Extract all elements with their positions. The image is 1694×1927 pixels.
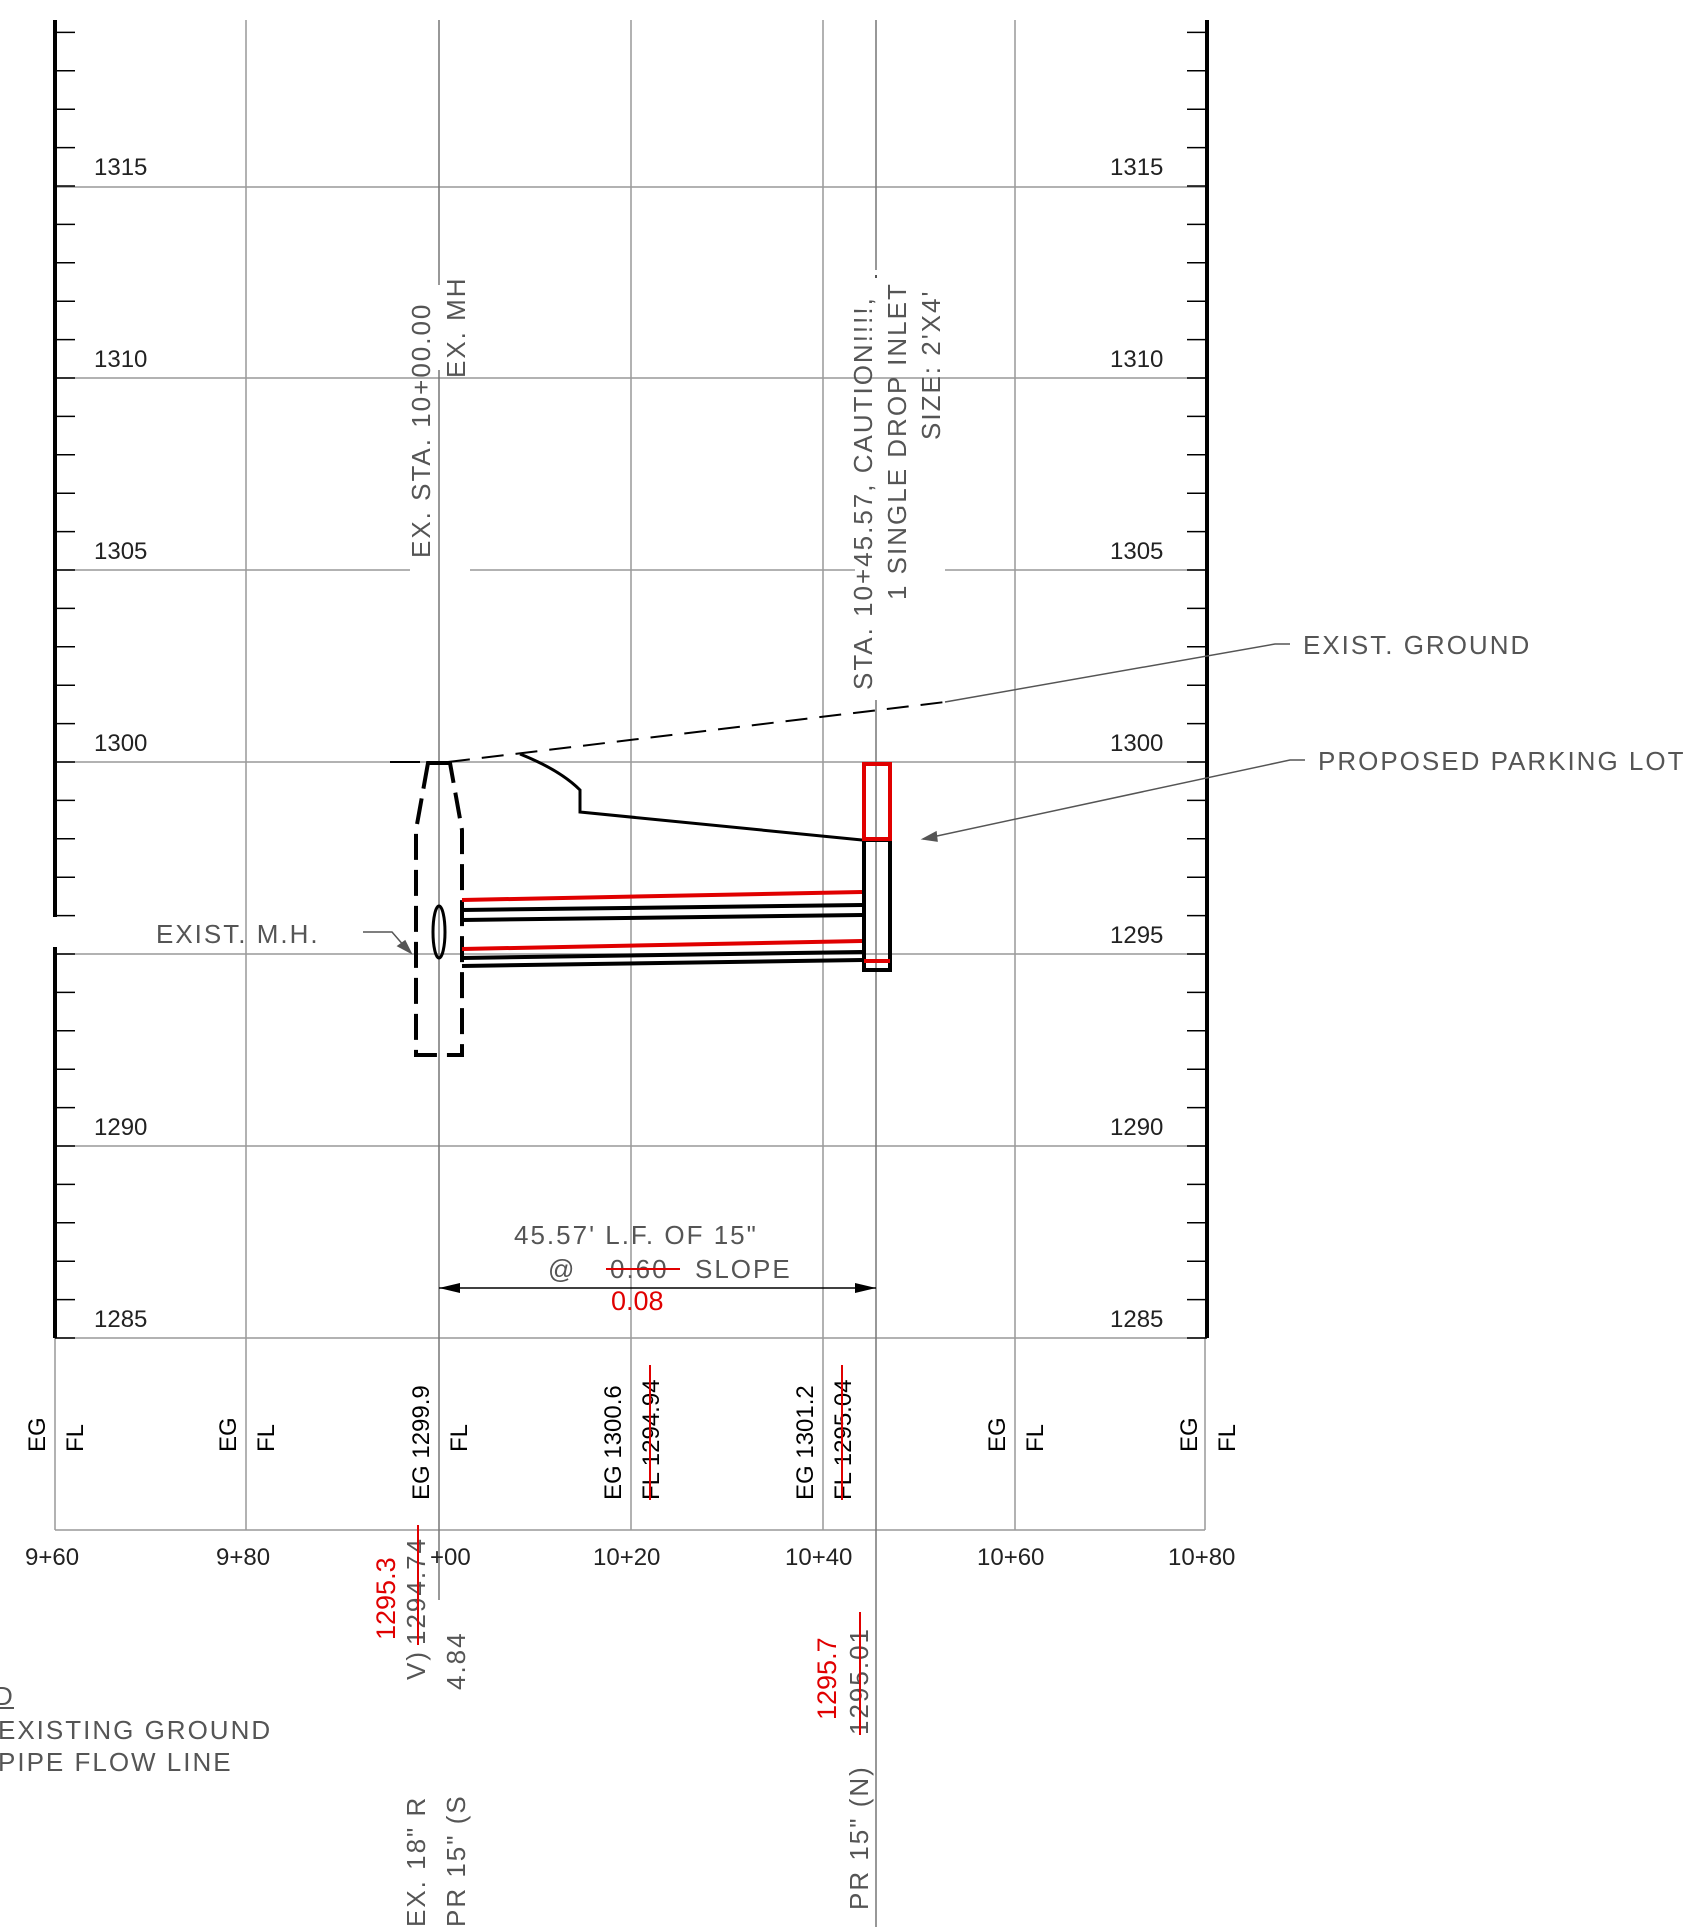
slope-word: SLOPE <box>695 1254 792 1284</box>
ex-mh-station-text: EX. STA. 10+00.00 <box>406 303 436 558</box>
station-labels: 9+60 9+80 +00 10+20 10+40 10+60 10+80 <box>25 1544 1235 1571</box>
existing-ground-line <box>390 701 946 763</box>
profile-table-rows: EG FL EG FL EG 1299.9 FL EG 1300.6 FL 12… <box>24 1379 1241 1500</box>
elev-label-1295-right: 1295 <box>1110 922 1163 949</box>
slope-at-symbol: @ <box>548 1254 576 1284</box>
station-label-1020: 10+20 <box>593 1544 660 1571</box>
ex18-fl-old: 1294.74 <box>401 1537 431 1645</box>
elev-label-1310-right: 1310 <box>1110 346 1163 373</box>
pr15n-prefix: PR 15" (N) <box>844 1765 874 1910</box>
proposed-pipe-black <box>461 903 863 968</box>
elev-label-1310: 1310 <box>94 346 147 373</box>
fl-row-1000: FL <box>446 1424 473 1452</box>
fl-row-980: FL <box>253 1424 280 1452</box>
elev-label-1290: 1290 <box>94 1114 147 1141</box>
legend-heading: D <box>0 1681 15 1711</box>
fl-value-1020-old: FL 1294.94 <box>638 1379 665 1500</box>
exist-mh-label: EXIST. M.H. <box>156 919 320 949</box>
eg-value-1020: EG 1300.6 <box>600 1385 627 1500</box>
legend-eg-desc: EXISTING GROUND <box>0 1715 272 1745</box>
eg-row-1060: EG <box>984 1417 1011 1452</box>
elev-label-1300-right: 1300 <box>1110 730 1163 757</box>
proposed-surface-line <box>519 752 890 842</box>
elev-label-1315: 1315 <box>94 154 147 181</box>
elev-label-1285-right: 1285 <box>1110 1306 1163 1333</box>
profile-frame <box>53 20 1209 1338</box>
fl-row-960: FL <box>62 1424 89 1452</box>
revision-strikes-table <box>649 1365 843 1500</box>
callout-ex-mh: EX. STA. 10+00.00 EX. MH <box>406 276 471 558</box>
ex-mh-text: EX. MH <box>441 276 471 378</box>
eg-value-1000: EG 1299.9 <box>408 1385 435 1500</box>
elev-label-1285: 1285 <box>94 1306 147 1333</box>
elev-label-1305: 1305 <box>94 538 147 565</box>
elev-label-1305-right: 1305 <box>1110 538 1163 565</box>
inlet-size-text: SIZE: 2'X4' <box>916 290 946 440</box>
eg-row-1080: EG <box>1176 1417 1203 1452</box>
elevation-labels-right: 1315 1310 1305 1300 1295 1290 1285 <box>1110 154 1163 1333</box>
station-label-1040: 10+40 <box>785 1544 852 1571</box>
station-label-1080: 10+80 <box>1168 1544 1235 1571</box>
station-lines <box>438 20 877 1927</box>
pipe-length-text: 45.57' L.F. OF 15" <box>514 1220 758 1250</box>
station-label-1060: 10+60 <box>977 1544 1044 1571</box>
callout-inlet: STA. 10+45.57, CAUTION!!!!, 1 SINGLE DRO… <box>848 275 946 690</box>
pr15s-pipe-label: PR 15" (S 4.84 <box>441 1631 471 1927</box>
pr15s-value: 4.84 <box>441 1631 471 1690</box>
elevation-ticks <box>55 31 1207 1339</box>
legend-fl-desc: PIPE FLOW LINE <box>0 1747 233 1777</box>
eg-value-1040: EG 1301.2 <box>792 1385 819 1500</box>
elevation-labels-left: 1315 1310 1305 1300 1290 1285 <box>94 154 147 1333</box>
ex18-prefix: EX. 18" R <box>401 1796 431 1927</box>
fl-row-1080: FL <box>1214 1424 1241 1452</box>
pipe-length-dimension: 45.57' L.F. OF 15" @ 0.60 SLOPE 0.08 <box>439 1220 876 1316</box>
inlet-station-text: STA. 10+45.57, CAUTION!!!!, <box>848 296 878 690</box>
profile-grid <box>54 20 1206 1531</box>
fl-row-1060: FL <box>1022 1424 1049 1452</box>
pr15n-fl-new: 1295.7 <box>812 1637 842 1720</box>
proposed-lot-label: PROPOSED PARKING LOT <box>1318 746 1685 776</box>
revised-pipe-red <box>461 890 863 951</box>
pr15s-prefix: PR 15" (S <box>441 1794 471 1927</box>
legend: D EXISTING GROUND PIPE FLOW LINE <box>0 1681 272 1777</box>
eg-row-980: EG <box>215 1417 242 1452</box>
elev-label-1300: 1300 <box>94 730 147 757</box>
station-label-1000: +00 <box>430 1544 471 1571</box>
fl-value-1040-old: FL 1295.04 <box>830 1379 857 1500</box>
inlet-type-text: 1 SINGLE DROP INLET <box>882 282 912 600</box>
drop-inlet <box>862 762 892 972</box>
existing-manhole <box>414 761 464 1057</box>
exist-ground-label: EXIST. GROUND <box>1303 630 1531 660</box>
elev-label-1290-right: 1290 <box>1110 1114 1163 1141</box>
eg-row-960: EG <box>24 1417 51 1452</box>
leaders <box>363 643 1305 955</box>
ex18-pipe-label: EX. 18" R V) 1294.74 1295.3 <box>371 1525 431 1927</box>
station-label-960: 9+60 <box>25 1544 79 1571</box>
pr15n-pipe-label: PR 15" (N) 1295.01 1295.7 <box>812 1612 874 1910</box>
station-label-980: 9+80 <box>216 1544 270 1571</box>
ex18-rest: V) <box>401 1650 431 1680</box>
slope-new-value: 0.08 <box>611 1286 664 1316</box>
elev-label-1315-right: 1315 <box>1110 154 1163 181</box>
ex18-fl-new: 1295.3 <box>371 1557 401 1640</box>
